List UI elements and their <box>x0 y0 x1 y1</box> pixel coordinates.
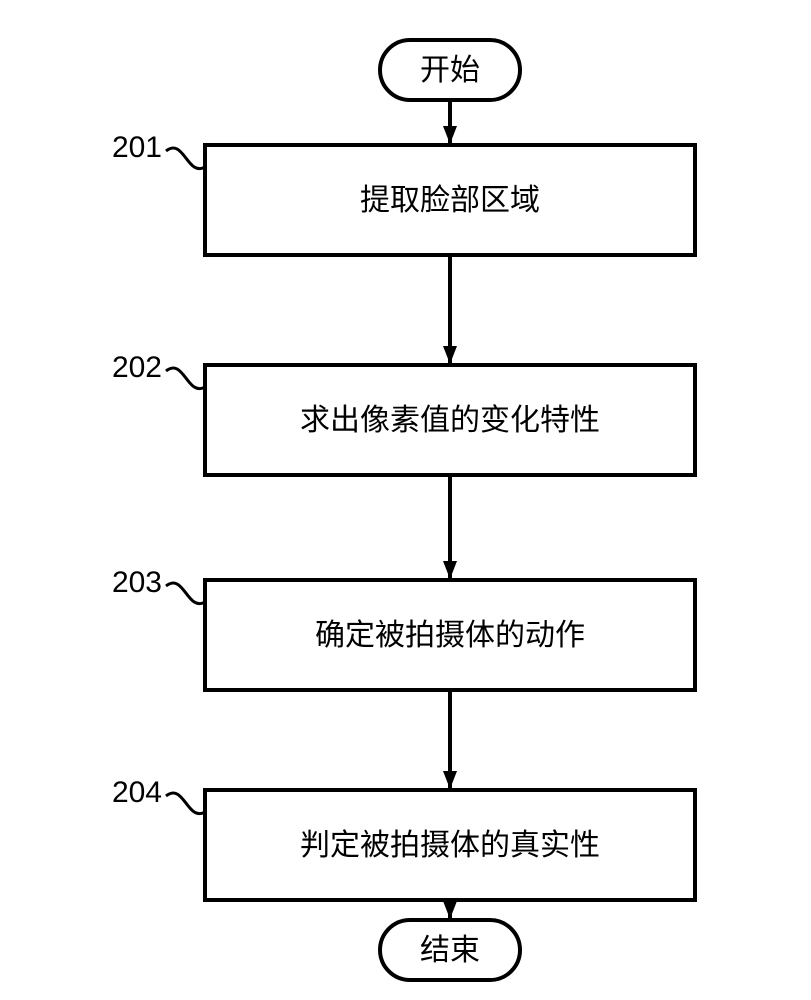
label-connector <box>166 368 205 389</box>
node-text: 判定被拍摄体的真实性 <box>300 829 600 862</box>
step-label: 204 <box>112 776 162 809</box>
label-connector <box>166 793 205 814</box>
step-label: 201 <box>112 131 162 164</box>
flowchart: 开始提取脸部区域 201 求出像素值的变化特性 202 确定被拍摄体的动作 203 判定被拍… <box>0 0 811 1000</box>
label-connector <box>166 148 205 169</box>
process-node: 判定被拍摄体的真实性 204 <box>112 776 695 900</box>
start-node: 开始 <box>380 40 520 100</box>
node-text: 求出像素值的变化特性 <box>300 404 600 437</box>
node-text: 开始 <box>420 54 480 87</box>
step-label: 202 <box>112 351 162 384</box>
node-text: 提取脸部区域 <box>360 184 540 217</box>
step-label: 203 <box>112 566 162 599</box>
process-node: 求出像素值的变化特性 202 <box>112 351 695 475</box>
process-node: 确定被拍摄体的动作 203 <box>112 566 695 690</box>
label-connector <box>166 583 205 604</box>
node-text: 结束 <box>420 934 480 967</box>
node-text: 确定被拍摄体的动作 <box>315 619 585 652</box>
end-node: 结束 <box>380 920 520 980</box>
process-node: 提取脸部区域 201 <box>112 131 695 255</box>
